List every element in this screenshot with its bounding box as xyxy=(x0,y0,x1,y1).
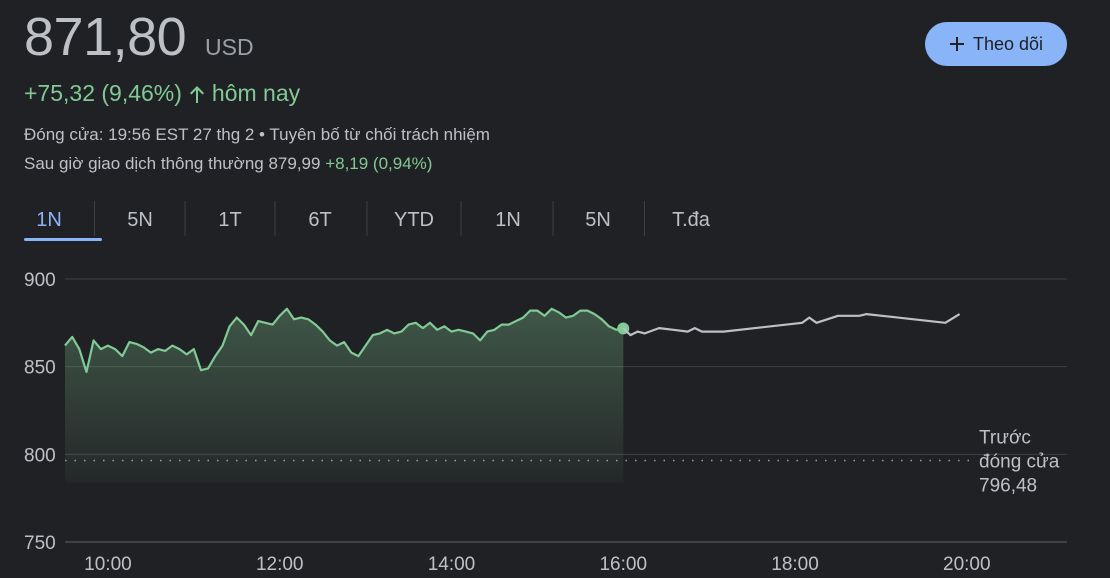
tab-underline xyxy=(24,238,102,241)
line xyxy=(64,307,624,373)
up-arrow xyxy=(189,85,204,103)
price: 871,80 xyxy=(24,7,187,67)
after-hours: Sau giờ giao dịch thông thường 879,99 +8… xyxy=(24,154,432,174)
follow-label: Theo dõi xyxy=(972,33,1044,54)
tab[interactable]: 5N xyxy=(127,209,153,231)
change-row: +75,32 (9,46%) hôm nay xyxy=(24,80,300,107)
reference-label: Trước xyxy=(979,428,1031,449)
tab[interactable]: 6T xyxy=(308,209,331,231)
tab[interactable]: YTD xyxy=(394,209,434,231)
tab[interactable]: 5N xyxy=(585,209,611,231)
y-tick-label: 750 xyxy=(24,533,56,554)
plus-icon xyxy=(949,37,964,51)
line xyxy=(622,313,961,337)
x-tick-label: 12:00 xyxy=(256,554,304,575)
after-hours-label: Sau giờ giao dịch thông thường 879,99 xyxy=(24,154,321,173)
x-tick-label: 18:00 xyxy=(771,554,819,575)
tab[interactable]: 1T xyxy=(218,209,241,231)
follow-button[interactable]: Theo dõi xyxy=(925,22,1067,66)
x-tick-label: 16:00 xyxy=(599,554,647,575)
period: hôm nay xyxy=(211,80,301,106)
reference-label: đóng cửa xyxy=(979,452,1060,473)
x-tick-label: 14:00 xyxy=(428,554,476,575)
tab[interactable]: T.đa xyxy=(672,209,711,231)
x-tick-label: 20:00 xyxy=(943,554,991,575)
y-tick-label: 850 xyxy=(24,358,56,379)
tab[interactable]: 1N xyxy=(36,209,62,231)
close-info: Đóng cửa: 19:56 EST 27 thg 2 • Tuyên bố … xyxy=(24,125,490,144)
x-tick-label: 10:00 xyxy=(84,554,132,575)
y-tick-label: 800 xyxy=(24,445,56,466)
tab[interactable]: 1N xyxy=(495,209,521,231)
change: +75,32 (9,46%) xyxy=(24,80,182,106)
area xyxy=(65,308,624,483)
y-tick-label: 900 xyxy=(24,270,56,291)
after-hours-change: +8,19 (0,94%) xyxy=(325,154,433,173)
currency: USD xyxy=(205,34,254,60)
reference-value: 796,48 xyxy=(979,476,1037,497)
